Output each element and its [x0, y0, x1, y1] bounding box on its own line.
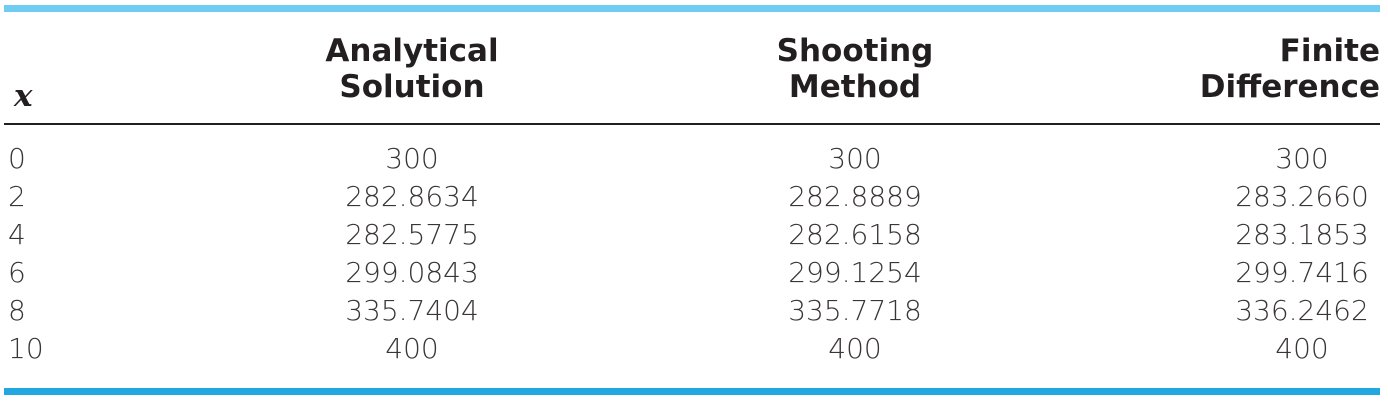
cell-x: 2 — [8, 180, 26, 213]
column-header-finite-line2: Difference — [1199, 69, 1380, 105]
cell-x: 8 — [8, 294, 26, 327]
cell-finite: 300 — [1275, 142, 1329, 175]
table-row: 8 335.7404 335.7718 336.2462 — [0, 292, 1388, 330]
cell-analytical: 282.8634 — [345, 180, 479, 213]
table-row: 6 299.0843 299.1254 299.7416 — [0, 254, 1388, 292]
cell-finite: 336.2462 — [1235, 294, 1369, 327]
table-row: 0 300 300 300 — [0, 140, 1388, 178]
column-header-finite-line1: Finite — [1279, 33, 1380, 69]
column-header-x: x — [14, 78, 33, 114]
table-row: 4 282.5775 282.6158 283.1853 — [0, 216, 1388, 254]
cell-shooting: 300 — [828, 142, 882, 175]
header-separator-rule — [4, 123, 1380, 125]
cell-finite: 283.1853 — [1235, 218, 1369, 251]
cell-analytical: 282.5775 — [345, 218, 479, 251]
cell-x: 0 — [8, 142, 26, 175]
cell-shooting: 299.1254 — [788, 256, 922, 289]
column-header-shooting-method: Shooting Method — [755, 33, 955, 105]
column-header-analytical-line1: Analytical — [325, 33, 499, 69]
column-header-shooting-line2: Method — [788, 69, 922, 105]
column-header-analytical-solution: Analytical Solution — [312, 33, 512, 105]
cell-shooting: 335.7718 — [788, 294, 922, 327]
column-header-analytical-line2: Solution — [339, 69, 485, 105]
cell-analytical: 400 — [385, 332, 439, 365]
cell-x: 4 — [8, 218, 26, 251]
table-row: 2 282.8634 282.8889 283.2660 — [0, 178, 1388, 216]
cell-x: 6 — [8, 256, 26, 289]
cell-x: 10 — [8, 332, 44, 365]
table-row: 10 400 400 400 — [0, 330, 1388, 368]
cell-analytical: 299.0843 — [345, 256, 479, 289]
cell-analytical: 300 — [385, 142, 439, 175]
cell-finite: 283.2660 — [1235, 180, 1369, 213]
cell-shooting: 282.8889 — [788, 180, 922, 213]
table-bottom-rule — [4, 388, 1380, 395]
cell-finite: 400 — [1275, 332, 1329, 365]
cell-shooting: 282.6158 — [788, 218, 922, 251]
cell-finite: 299.7416 — [1235, 256, 1369, 289]
column-header-finite-difference: Finite Difference — [1190, 33, 1380, 105]
column-header-shooting-line1: Shooting — [776, 33, 934, 69]
cell-analytical: 335.7404 — [345, 294, 479, 327]
table-top-rule — [4, 5, 1380, 12]
cell-shooting: 400 — [828, 332, 882, 365]
